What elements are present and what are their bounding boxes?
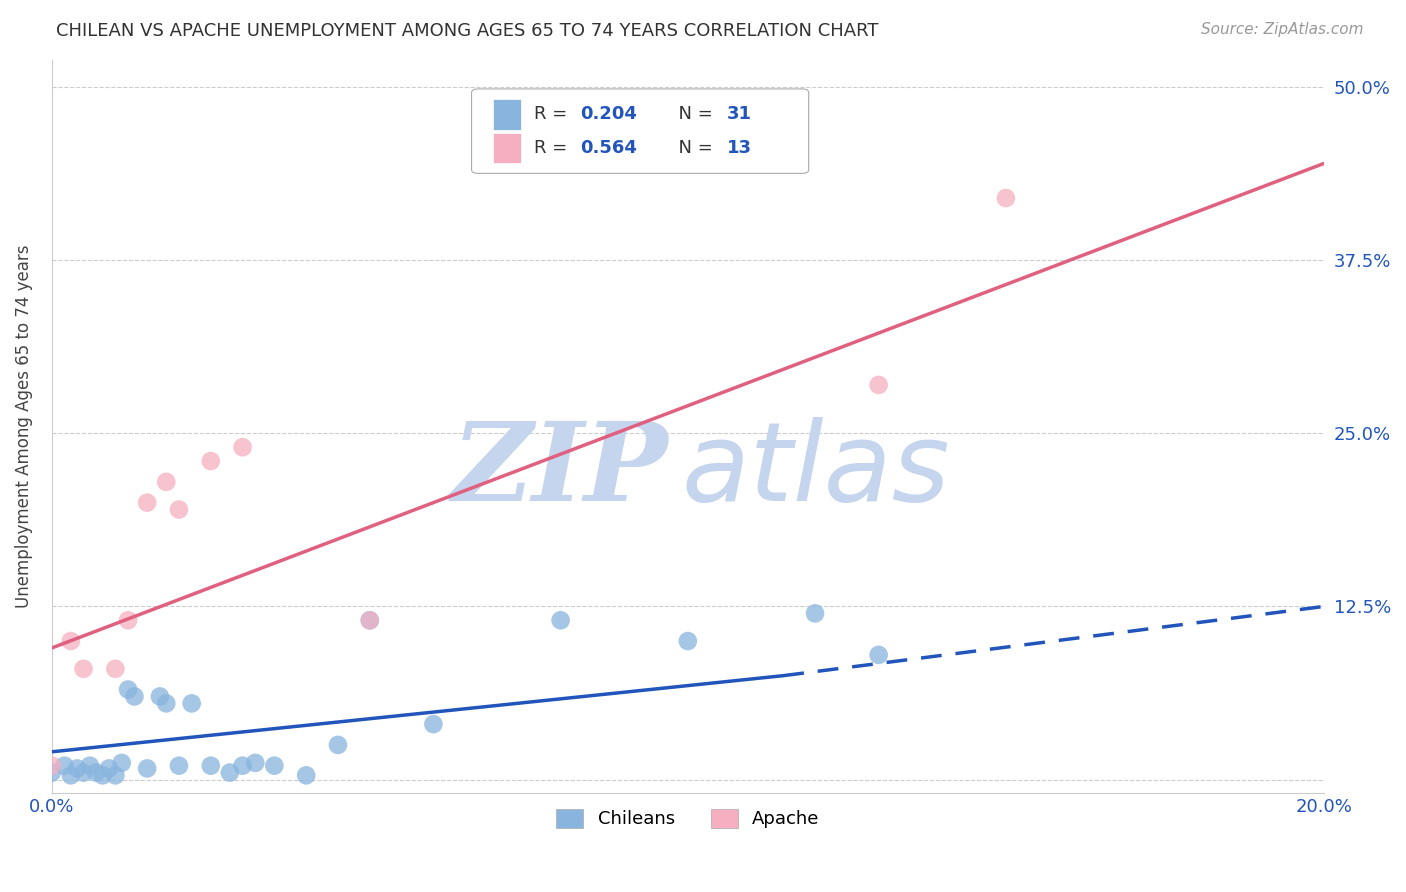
FancyBboxPatch shape: [494, 99, 522, 129]
Point: [149, 690, 172, 704]
Text: CHILEAN VS APACHE UNEMPLOYMENT AMONG AGES 65 TO 74 YEARS CORRELATION CHART: CHILEAN VS APACHE UNEMPLOYMENT AMONG AGE…: [56, 22, 879, 40]
Point: [53, 758, 76, 772]
Point: [117, 613, 139, 627]
FancyBboxPatch shape: [494, 133, 522, 163]
Legend: Chileans, Apache: Chileans, Apache: [548, 802, 827, 836]
Point: [550, 613, 572, 627]
Point: [124, 690, 146, 704]
Point: [41, 765, 63, 780]
Point: [295, 768, 318, 782]
Point: [994, 191, 1017, 205]
Point: [84, 765, 107, 780]
Point: [232, 440, 254, 454]
Point: [155, 475, 177, 489]
Point: [359, 613, 381, 627]
Point: [117, 682, 139, 697]
Point: [72, 765, 94, 780]
Point: [232, 758, 254, 772]
Point: [136, 495, 159, 509]
Point: [72, 662, 94, 676]
Point: [59, 634, 82, 648]
Point: [359, 613, 381, 627]
Text: ZIP: ZIP: [453, 417, 669, 524]
Point: [245, 756, 267, 770]
Text: Source: ZipAtlas.com: Source: ZipAtlas.com: [1201, 22, 1364, 37]
Point: [136, 761, 159, 775]
Point: [218, 765, 240, 780]
Point: [263, 758, 285, 772]
Text: R =: R =: [534, 105, 572, 123]
Point: [804, 607, 827, 621]
Point: [868, 648, 890, 662]
Point: [167, 758, 190, 772]
Text: N =: N =: [668, 105, 718, 123]
Point: [79, 758, 101, 772]
Text: 0.204: 0.204: [579, 105, 637, 123]
Point: [422, 717, 444, 731]
Point: [676, 634, 699, 648]
Point: [200, 454, 222, 468]
Text: atlas: atlas: [682, 417, 950, 524]
Point: [104, 662, 127, 676]
Point: [98, 761, 121, 775]
Point: [167, 502, 190, 516]
Point: [868, 378, 890, 392]
Text: 13: 13: [727, 139, 752, 157]
Point: [91, 768, 114, 782]
Point: [111, 756, 134, 770]
Point: [180, 697, 202, 711]
Point: [155, 697, 177, 711]
Text: N =: N =: [668, 139, 718, 157]
Point: [200, 758, 222, 772]
Point: [59, 768, 82, 782]
Y-axis label: Unemployment Among Ages 65 to 74 years: Unemployment Among Ages 65 to 74 years: [15, 244, 32, 608]
Point: [41, 758, 63, 772]
Text: 0.564: 0.564: [579, 139, 637, 157]
FancyBboxPatch shape: [471, 89, 808, 173]
Text: R =: R =: [534, 139, 572, 157]
Point: [326, 738, 349, 752]
Text: 31: 31: [727, 105, 752, 123]
Point: [104, 768, 127, 782]
Point: [66, 761, 89, 775]
